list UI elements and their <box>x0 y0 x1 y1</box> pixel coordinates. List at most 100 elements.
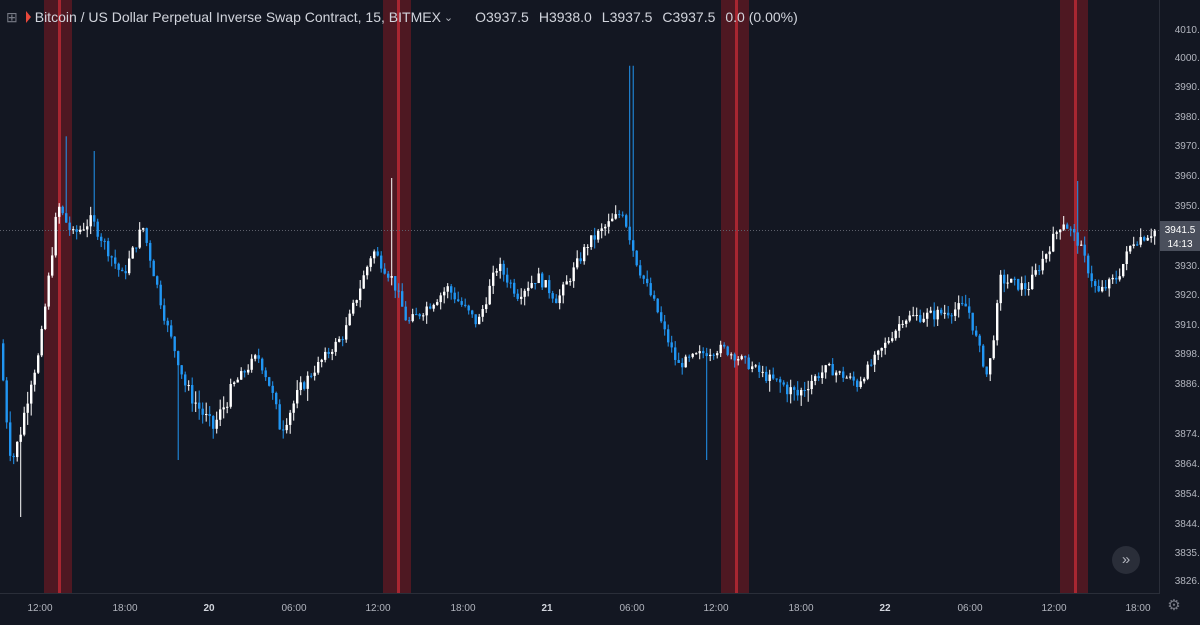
candle-body <box>807 389 810 391</box>
candle-body <box>1041 258 1044 271</box>
candle-body <box>390 276 393 278</box>
candle-body <box>968 306 971 313</box>
symbol-title[interactable]: Bitcoin / US Dollar Perpetual Inverse Sw… <box>34 9 441 25</box>
candle-body <box>898 324 901 331</box>
candle-body <box>534 283 537 285</box>
candle-body <box>54 216 57 256</box>
candle-body <box>1062 224 1065 230</box>
candle-body <box>919 315 922 322</box>
candle-body <box>964 303 967 307</box>
candle-body <box>404 306 407 321</box>
chart-plot-area[interactable] <box>0 0 1160 593</box>
candle-body <box>166 320 169 326</box>
time-tick-label: 12:00 <box>365 603 390 614</box>
candle-body <box>75 229 78 232</box>
plus-square-icon[interactable]: ⊞ <box>6 8 18 25</box>
candle-body <box>1048 251 1051 255</box>
candle-body <box>380 255 383 269</box>
candle-body <box>1066 224 1069 229</box>
candle-body <box>870 364 873 366</box>
candle-body <box>989 358 992 375</box>
candle-body <box>383 268 386 274</box>
candle-body <box>1104 286 1107 289</box>
price-tick-label: 3920.0 <box>1175 290 1200 301</box>
candle-body <box>730 354 733 356</box>
candle-body <box>429 306 432 309</box>
candle-body <box>68 222 71 231</box>
candle-body <box>863 378 866 382</box>
candle-body <box>488 285 491 305</box>
candle-body <box>257 355 260 359</box>
chevron-down-icon[interactable]: ⌄ <box>443 11 454 24</box>
candle-body <box>688 356 691 358</box>
candle-body <box>681 362 684 368</box>
candle-body <box>268 377 271 386</box>
candle-body <box>163 305 166 321</box>
session-highlight-line <box>58 0 61 593</box>
candle-body <box>838 371 841 373</box>
candle-body <box>271 385 274 393</box>
candle-body <box>1136 244 1139 246</box>
time-tick-label: 18:00 <box>450 603 475 614</box>
candle-body <box>712 354 715 356</box>
candle-body <box>520 296 523 299</box>
candle-body <box>26 403 29 413</box>
gear-icon[interactable]: ⚙ <box>1167 597 1181 614</box>
price-tick-label: 3854.0 <box>1175 489 1200 500</box>
candle-body <box>586 247 589 249</box>
candle-body <box>709 354 712 357</box>
candle-body <box>544 280 547 288</box>
candle-body <box>1125 251 1128 265</box>
candle-body <box>306 375 309 389</box>
candle-body <box>254 355 257 359</box>
candle-body <box>37 355 40 373</box>
ohlc-close: C3937.5 <box>662 9 716 25</box>
candle-body <box>593 235 596 240</box>
candle-body <box>250 358 253 370</box>
candle-body <box>23 412 26 435</box>
time-axis[interactable]: 12:00 18:00 20 06:00 12:00 18:00 21 06:00 12:00 1… <box>0 593 1160 620</box>
candle-body <box>583 247 586 262</box>
candle-body <box>1139 237 1142 245</box>
candle-body <box>597 230 600 240</box>
scroll-to-realtime-button[interactable]: » <box>1112 546 1140 574</box>
candle-body <box>177 351 180 366</box>
candle-body <box>800 390 803 396</box>
candle-body <box>1055 232 1058 234</box>
candle-body <box>723 344 726 347</box>
candle-body <box>1097 285 1100 292</box>
candle-body <box>58 206 61 217</box>
candle-body <box>341 339 344 341</box>
candle-body <box>1115 277 1118 280</box>
price-tick-label: 4000.0 <box>1175 53 1200 64</box>
candle-body <box>366 266 369 276</box>
candle-body <box>978 335 981 346</box>
price-axis[interactable]: 4010.0 4000.0 3990.0 3980.0 3970.0 3960.0 3950… <box>1159 0 1200 593</box>
candle-body <box>901 323 904 325</box>
candle-body <box>110 256 113 258</box>
candle-body <box>1080 244 1083 246</box>
red-flag-icon[interactable] <box>25 11 31 23</box>
candle-body <box>33 372 36 385</box>
candle-body <box>187 385 190 387</box>
candle-body <box>89 215 92 227</box>
candle-body <box>180 365 183 375</box>
candle-body <box>439 295 442 303</box>
candle-body <box>716 353 719 356</box>
time-tick-label: 22 <box>879 603 891 614</box>
candle-body <box>369 258 372 267</box>
candle-body <box>859 381 862 388</box>
candle-body <box>159 284 162 306</box>
candle-body <box>352 302 355 314</box>
time-tick-label: 06:00 <box>281 603 306 614</box>
candle-body <box>758 365 761 372</box>
candle-body <box>289 412 292 425</box>
candle-body <box>551 293 554 299</box>
candle-body <box>961 303 964 305</box>
candle-body <box>261 358 264 371</box>
candle-body <box>201 408 204 415</box>
candle-body <box>772 374 775 379</box>
candle-body <box>436 302 439 305</box>
candle-body <box>569 281 572 283</box>
